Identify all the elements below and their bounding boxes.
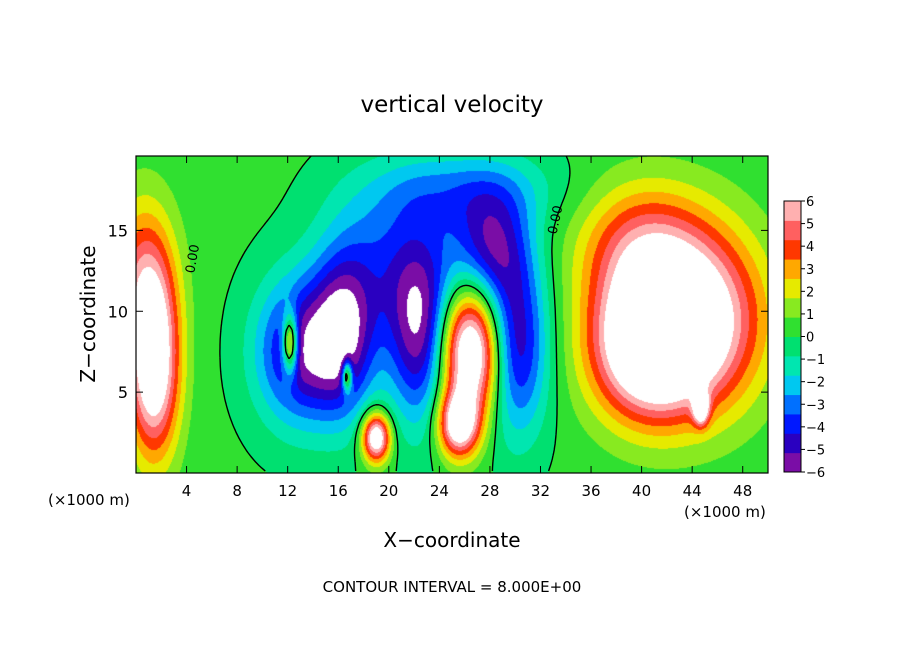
chart-title: vertical velocity (361, 92, 544, 118)
x-tick-label: 32 (531, 482, 550, 500)
x-unit-right: (×1000 m) (684, 503, 766, 521)
heatmap-field (136, 156, 768, 473)
colorbar-swatch (784, 297, 801, 318)
colorbar-tick-label: −4 (806, 421, 825, 436)
colorbar-tick-label: 5 (806, 218, 814, 233)
y-tick-label: 5 (118, 383, 128, 402)
colorbar-tick-label: 6 (806, 195, 814, 210)
x-tick-label: 16 (329, 482, 348, 500)
x-tick-label: 36 (581, 482, 600, 500)
colorbar-swatch (784, 201, 801, 221)
x-axis-label: X−coordinate (383, 528, 520, 552)
y-axis-label: Z−coordinate (76, 245, 100, 382)
y-tick-label: 15 (108, 221, 128, 240)
x-tick-label: 8 (232, 482, 242, 500)
colorbar-tick-label: 4 (806, 240, 814, 255)
x-tick-label: 28 (480, 482, 499, 500)
colorbar-swatch (784, 375, 801, 396)
x-tick-label: 12 (278, 482, 297, 500)
contour-label: 0.00 (183, 243, 203, 274)
plot-frame (135, 155, 769, 474)
colorbar-swatch (784, 259, 801, 279)
x-axis-ticks: 4 8 12 16 20 24 28 32 36 40 44 48 (182, 156, 752, 500)
x-tick-label: 24 (430, 482, 449, 500)
zero-contours (219, 155, 571, 472)
colorbar-tick-label: −1 (806, 353, 825, 368)
colorbar-swatch (784, 239, 801, 260)
colorbar-tick-label: 3 (806, 263, 814, 278)
x-tick-label: 4 (182, 482, 192, 500)
x-tick-label: 44 (683, 482, 702, 500)
zero-contour-line (219, 155, 571, 472)
contour-interval-footer: CONTOUR INTERVAL = 8.000E+00 (323, 578, 582, 596)
x-tick-label: 48 (733, 482, 752, 500)
colorbar-swatch (784, 452, 801, 473)
colorbar: 6 5 4 3 2 1 0 −1 −2 −3 −4 −5 −6 (783, 195, 825, 481)
plot-area: 0.00 0.00 (135, 155, 769, 474)
colorbar-swatch (784, 220, 801, 241)
colorbar-tick-label: −5 (806, 443, 825, 458)
colorbar-labels: 6 5 4 3 2 1 0 −1 −2 −3 −4 −5 −6 (801, 195, 825, 481)
colorbar-swatch (784, 278, 801, 299)
colorbar-tick-label: −3 (806, 398, 825, 413)
y-axis-ticks: 5 10 15 (108, 221, 768, 402)
colorbar-tick-label: 1 (806, 308, 814, 323)
colorbar-tick-label: 0 (806, 331, 814, 346)
x-tick-label: 40 (632, 482, 651, 500)
colorbar-tick-label: 2 (806, 285, 814, 300)
colorbar-tick-label: −6 (806, 466, 825, 481)
colorbar-swatch (784, 433, 801, 454)
contour-label: 0.00 (546, 204, 567, 235)
colorbar-swatch (784, 317, 801, 337)
contour-labels: 0.00 0.00 (183, 204, 566, 274)
colorbar-swatch (784, 336, 801, 357)
x-tick-label: 20 (379, 482, 398, 500)
x-unit-left: (×1000 m) (48, 491, 130, 509)
colorbar-swatch (784, 413, 801, 434)
colorbar-swatches (784, 201, 801, 473)
colorbar-tick-label: −2 (806, 376, 825, 391)
y-tick-label: 10 (108, 302, 128, 321)
colorbar-swatch (784, 394, 801, 415)
colorbar-swatch (784, 355, 801, 376)
